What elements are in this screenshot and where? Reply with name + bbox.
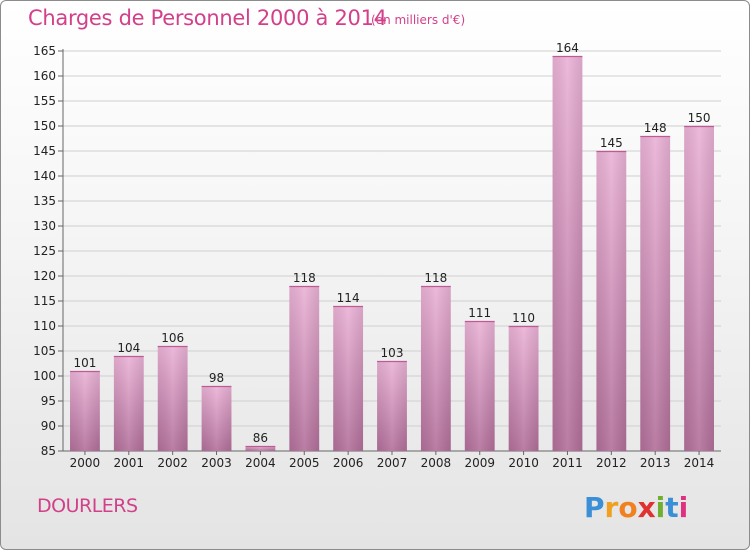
x-tick-label: 2011 [552, 456, 583, 470]
bar-shade [245, 446, 276, 451]
data-labels: 101 104 106 98 86 118 114 103 118 111 110 164 145 148… [73, 41, 710, 445]
x-tick-labels: 2000 2001 2002 2003 2004 2005 2006 2007 2008 2009… [70, 456, 715, 470]
data-label: 86 [253, 431, 268, 445]
y-tick-label: 100 [33, 369, 56, 383]
data-label: 98 [209, 371, 224, 385]
x-tick-label: 2010 [508, 456, 539, 470]
bar-shade [157, 346, 188, 451]
y-tick-label: 145 [33, 144, 56, 158]
x-tick-label: 2014 [684, 456, 715, 470]
data-label: 150 [688, 111, 711, 125]
chart-title: Charges de Personnel 2000 à 2014 [28, 6, 387, 30]
y-tick-label: 115 [33, 294, 56, 308]
data-label: 104 [117, 341, 140, 355]
x-tick-label: 2008 [421, 456, 452, 470]
y-tick-label: 165 [33, 44, 56, 58]
x-tick-label: 2002 [157, 456, 188, 470]
y-tick-label: 135 [33, 194, 56, 208]
y-tick-label: 95 [41, 394, 56, 408]
data-label: 103 [381, 346, 404, 360]
data-label: 118 [424, 271, 447, 285]
x-tick-label: 2004 [245, 456, 276, 470]
y-tick-label: 155 [33, 94, 56, 108]
bars [70, 55, 714, 451]
data-label: 114 [337, 291, 360, 305]
x-tick-label: 2003 [201, 456, 232, 470]
y-tick-label: 105 [33, 344, 56, 358]
data-label: 111 [468, 306, 491, 320]
x-tick-label: 2009 [464, 456, 495, 470]
data-label: 145 [600, 136, 623, 150]
commune-name: DOURLERS [37, 495, 138, 517]
data-label: 164 [556, 41, 579, 55]
y-tick-label: 85 [41, 444, 56, 458]
bar-shade [552, 56, 583, 451]
y-tick-label: 110 [33, 319, 56, 333]
x-tick-label: 2012 [596, 456, 627, 470]
data-label: 148 [644, 121, 667, 135]
data-label: 101 [73, 356, 96, 370]
y-tick-label: 90 [41, 419, 56, 433]
svg-text:Proxiti: Proxiti [584, 491, 688, 524]
x-tick-label: 2006 [333, 456, 364, 470]
chart-subtitle: (en milliers d'€) [371, 13, 466, 27]
bar-shade [640, 136, 671, 451]
bar-shade [508, 326, 539, 451]
y-tick-label: 140 [33, 169, 56, 183]
bar-shade [684, 126, 714, 451]
bar-shade [333, 306, 364, 451]
x-tick-label: 2007 [377, 456, 408, 470]
data-label: 118 [293, 271, 316, 285]
bar-shade [596, 151, 627, 451]
bar-shade [70, 371, 100, 451]
x-tick-label: 2001 [114, 456, 145, 470]
bar-shade [420, 286, 451, 451]
y-tick-label: 125 [33, 244, 56, 258]
bar-shade [113, 356, 144, 451]
y-tick-label: 120 [33, 269, 56, 283]
data-label: 106 [161, 331, 184, 345]
x-tick-label: 2005 [289, 456, 320, 470]
x-tick-label: 2000 [70, 456, 101, 470]
bar-shade [377, 361, 407, 451]
x-tick-label: 2013 [640, 456, 671, 470]
bar-shade [201, 386, 232, 451]
data-label: 110 [512, 311, 535, 325]
y-tick-labels: 85 90 95 100 105 110 115 120 125 130 135 140 145 150 1… [33, 44, 56, 458]
bar-shade [464, 321, 495, 451]
proxiti-logo: Proxiti [584, 491, 688, 524]
y-tick-label: 160 [33, 69, 56, 83]
bar-shade [289, 286, 320, 451]
y-tick-label: 130 [33, 219, 56, 233]
y-tick-label: 150 [33, 119, 56, 133]
